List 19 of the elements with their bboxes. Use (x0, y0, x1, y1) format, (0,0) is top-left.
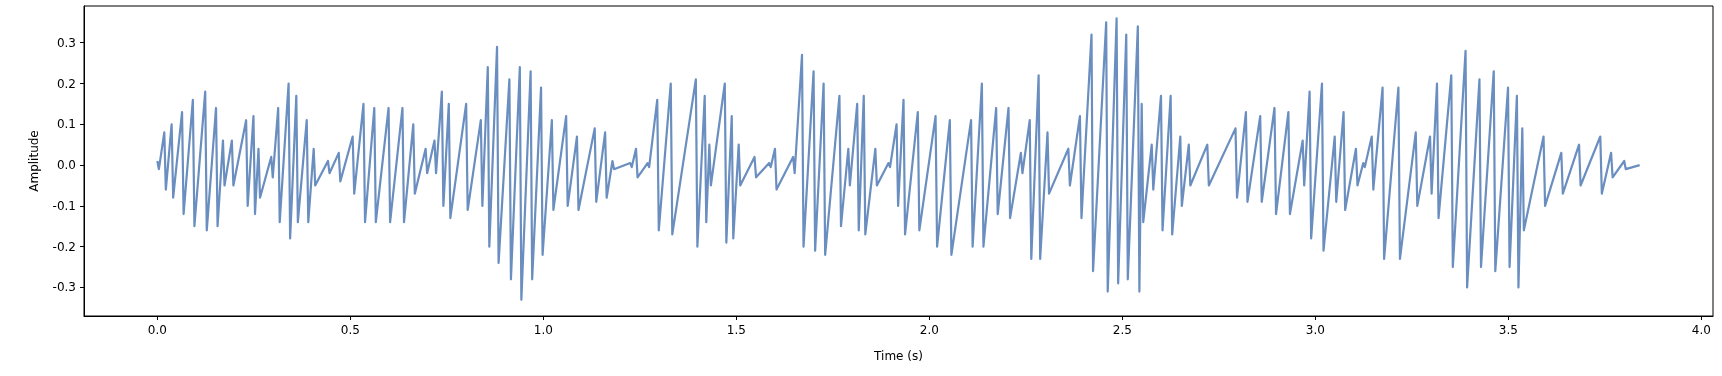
x-tick-label: 3.5 (1498, 323, 1518, 337)
line-series (156, 17, 1641, 301)
x-tick-label: 0.5 (340, 323, 360, 337)
x-tick-label: 3.0 (1305, 323, 1325, 337)
x-tick-label: 0.0 (147, 323, 167, 337)
y-tick-label: -0.1 (52, 198, 76, 213)
x-tick-label: 2.0 (919, 323, 939, 337)
x-tick-label: 1.0 (533, 323, 553, 337)
y-tick-label: -0.2 (52, 239, 76, 254)
y-tick-label: 0.2 (56, 76, 76, 91)
x-tick-label: 4.0 (1691, 323, 1711, 337)
y-tick-label: 0.1 (56, 117, 76, 132)
x-tick-label: 2.5 (1112, 323, 1132, 337)
y-axis-title: Amplitude (27, 130, 41, 192)
y-tick-label: 0.0 (56, 158, 76, 173)
x-axis-title: Time (s) (873, 349, 923, 363)
y-tick-label: 0.3 (56, 35, 76, 50)
x-tick-label: 1.5 (726, 323, 746, 337)
y-tick-label: -0.3 (52, 280, 76, 295)
